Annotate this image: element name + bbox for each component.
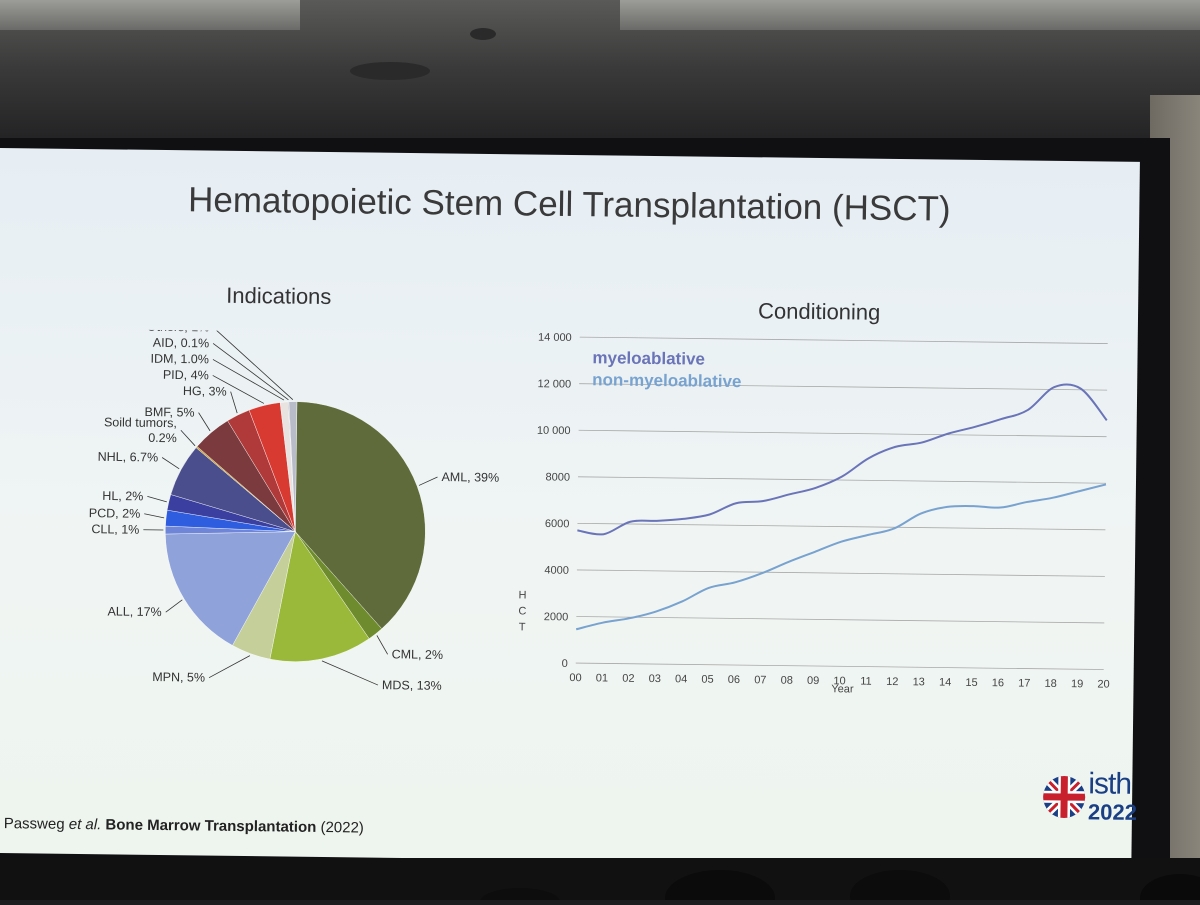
pie-leader-mds <box>322 661 379 685</box>
pie-label-cml: CML, 2% <box>392 647 444 662</box>
y-tick-label: 2000 <box>544 611 569 623</box>
slide-title: Hematopoietic Stem Cell Transplantation … <box>0 178 1140 232</box>
pie-label-all: ALL, 17% <box>107 604 161 619</box>
x-tick-label: 06 <box>728 674 740 686</box>
y-tick-label: 4000 <box>544 565 569 577</box>
y-axis-label: HCT <box>518 589 527 633</box>
pie-label-nhl: NHL, 6.7% <box>98 450 159 465</box>
legend-myeloablative: myeloablative <box>592 348 705 368</box>
pie-label-idm: IDM, 1.0% <box>150 352 209 367</box>
pie-leader-cml <box>377 635 388 654</box>
x-tick-label: 12 <box>886 676 898 688</box>
union-jack-icon <box>1042 775 1087 820</box>
y-tick-label: 6000 <box>545 518 570 530</box>
series-line-myeloablative <box>577 379 1107 541</box>
citation-year: (2022) <box>320 819 364 837</box>
x-tick-label: 17 <box>1018 677 1030 689</box>
x-tick-label: 01 <box>596 672 608 684</box>
grid-line <box>579 430 1107 436</box>
pie-label-soild-tumors: Soild tumors,0.2% <box>104 415 177 445</box>
audience-heads <box>0 858 1200 900</box>
x-tick-label: 15 <box>965 677 977 689</box>
y-tick-label: 14 000 <box>538 332 572 344</box>
pie-label-others: Others, 1% <box>147 329 210 335</box>
line-chart-title: Conditioning <box>758 298 881 325</box>
x-tick-label: 20 <box>1097 678 1109 690</box>
y-tick-label: 0 <box>562 658 568 670</box>
pie-leader-nhl <box>162 458 179 469</box>
ceiling-light <box>0 0 300 30</box>
pie-label-mpn: MPN, 5% <box>152 670 205 685</box>
pie-leader-pcd <box>144 514 164 518</box>
citation-etal: et al. <box>69 816 102 833</box>
pie-label-cll: CLL, 1% <box>91 522 139 537</box>
grid-line <box>578 477 1106 483</box>
pie-label-pid: PID, 4% <box>163 368 209 383</box>
pie-label-hg: HG, 3% <box>183 384 227 399</box>
slide: Hematopoietic Stem Cell Transplantation … <box>0 148 1140 867</box>
grid-line <box>576 663 1104 669</box>
pie-label-aid: AID, 0.1% <box>153 336 209 351</box>
x-tick-label: 09 <box>807 675 819 687</box>
pie-leader-mpn <box>209 655 250 678</box>
y-tick-label: 12 000 <box>537 378 571 390</box>
pie-leader-hg <box>230 392 237 413</box>
pie-chart-title: Indications <box>226 283 331 310</box>
y-tick-label: 10 000 <box>537 425 571 437</box>
x-tick-label: 05 <box>701 674 713 686</box>
series-line-non-myeloablative <box>576 478 1106 636</box>
x-tick-label: 11 <box>860 676 872 688</box>
x-tick-label: 02 <box>622 673 634 685</box>
x-tick-label: 00 <box>569 672 581 684</box>
pie-label-aml: AML, 39% <box>441 470 499 485</box>
x-tick-label: 19 <box>1071 678 1083 690</box>
legend-non-myeloablative: non-myeloablative <box>592 370 741 391</box>
x-tick-label: 03 <box>649 673 661 685</box>
ceiling-fixture <box>350 62 430 80</box>
ceiling-light <box>620 0 1200 30</box>
conditioning-line-chart: 0 2000 4000 6000 8000 10 000 12 000 14 000 00 01… <box>513 324 1128 731</box>
citation-authors: Passweg <box>4 815 65 833</box>
isth-logo-word: isth <box>1088 767 1131 802</box>
citation: Passweg et al. Bone Marrow Transplantati… <box>4 815 364 836</box>
audience-silhouettes <box>0 858 1200 900</box>
isth-logo: isth 2022 <box>1042 771 1143 828</box>
x-tick-label: 13 <box>913 676 925 688</box>
indications-pie-chart: AML, 39% CML, 2% MDS, 13% MPN, 5% ALL, 17% CL… <box>53 329 518 715</box>
x-tick-label: 08 <box>781 675 793 687</box>
grid-line <box>580 337 1108 343</box>
x-tick-label: 14 <box>939 677 951 689</box>
grid-line <box>576 617 1104 623</box>
x-tick-label: 04 <box>675 673 687 685</box>
x-tick-label: 18 <box>1045 678 1057 690</box>
grid-line <box>577 523 1105 529</box>
citation-journal: Bone Marrow Transplantation <box>105 816 316 836</box>
y-tick-label: 8000 <box>545 471 570 483</box>
pie-leader-hl <box>147 496 167 501</box>
ceiling-projector <box>470 28 496 40</box>
pie-label-hl: HL, 2% <box>102 489 143 503</box>
isth-logo-year: 2022 <box>1088 799 1137 826</box>
pie-leader-aml <box>419 477 438 486</box>
x-tick-label: 07 <box>754 674 766 686</box>
pie-label-mds: MDS, 13% <box>382 678 442 693</box>
pie-label-pcd: PCD, 2% <box>89 506 141 521</box>
pie-leader-all <box>166 600 183 613</box>
pie-leader-soild-tumors <box>181 430 196 446</box>
room-ceiling <box>0 0 1200 150</box>
x-axis-label: Year <box>831 683 854 695</box>
x-tick-label: 16 <box>992 677 1004 689</box>
pie-leader-bmf <box>198 413 210 431</box>
pie-label-bmf: BMF, 5% <box>144 405 194 420</box>
grid-line <box>577 570 1105 576</box>
